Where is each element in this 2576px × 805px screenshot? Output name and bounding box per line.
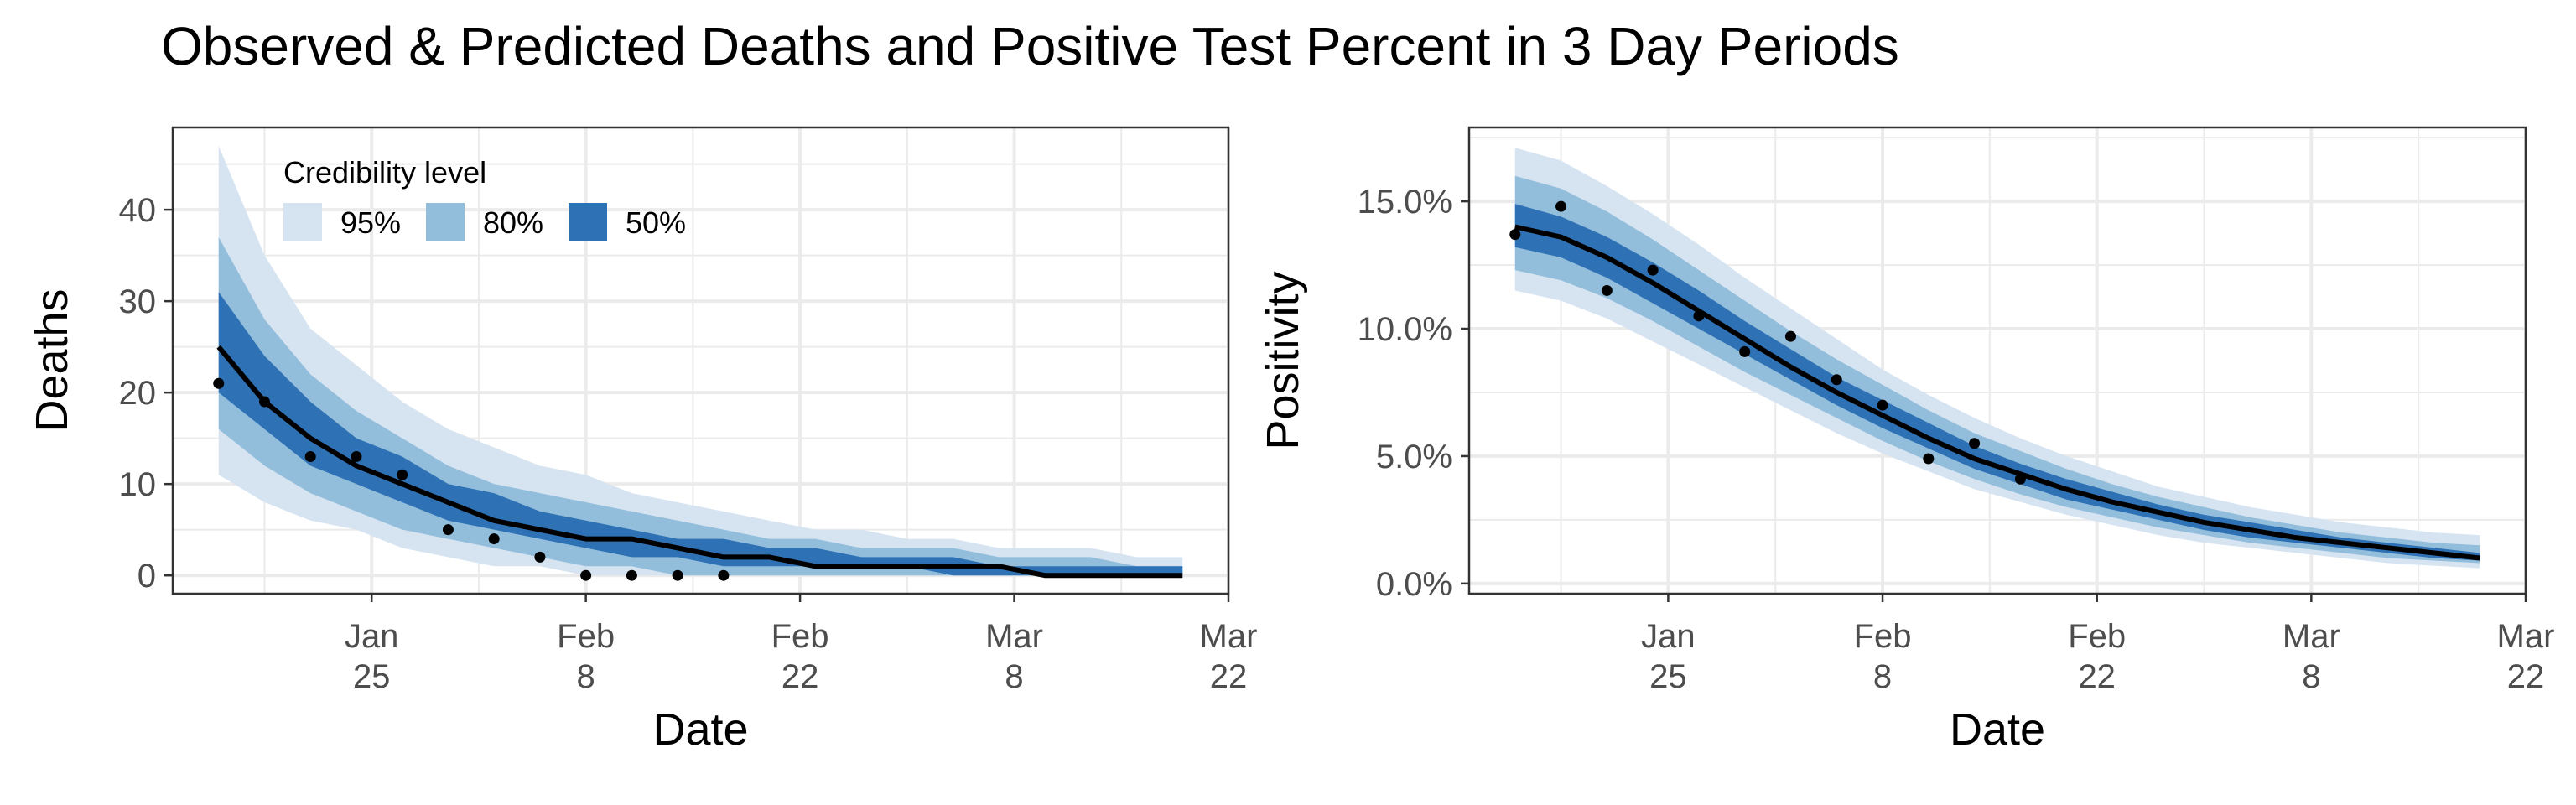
band-95 xyxy=(218,145,1183,576)
x-tick-label: Jan xyxy=(345,618,399,655)
x-tick-label: 8 xyxy=(1873,658,1892,695)
x-tick-label: 22 xyxy=(782,658,819,695)
observed-point xyxy=(1923,453,1935,465)
observed-point xyxy=(1647,264,1659,276)
observed-point xyxy=(1969,438,1981,449)
x-tick-label: Mar xyxy=(2283,618,2340,655)
x-tick-label: 22 xyxy=(1210,658,1248,695)
x-tick-label: 8 xyxy=(577,658,595,695)
median-line xyxy=(1514,224,2480,561)
observed-point xyxy=(1739,345,1751,357)
figure-title: Observed & Predicted Deaths and Positive… xyxy=(161,16,1899,76)
x-tick-label: 25 xyxy=(353,658,391,695)
x-axis-title: Date xyxy=(652,704,748,755)
observed-point xyxy=(1877,399,1888,411)
legend-key-50 xyxy=(569,203,607,242)
y-axis-title: Positivity xyxy=(1258,271,1308,449)
observed-point xyxy=(672,569,683,581)
y-tick-label: 0 xyxy=(138,558,156,595)
observed-point xyxy=(213,377,225,389)
observed-point xyxy=(1601,284,1613,296)
legend-key-80 xyxy=(426,203,465,242)
x-tick-label: Feb xyxy=(2068,618,2126,655)
observed-point xyxy=(1831,374,1842,386)
observed-point xyxy=(397,469,408,480)
band-80 xyxy=(1514,175,2480,564)
legend-label: 80% xyxy=(483,205,543,240)
legend: Credibility level 95% 80% 50% xyxy=(283,155,686,242)
observed-point xyxy=(1784,330,1796,342)
x-tick-label: 22 xyxy=(2507,658,2545,695)
observed-point xyxy=(626,569,637,581)
x-axis-title: Date xyxy=(1950,704,2045,755)
observed-point xyxy=(442,524,454,536)
panel-background xyxy=(1469,127,2526,594)
observed-point xyxy=(1693,310,1705,322)
y-tick-label: 5.0% xyxy=(1376,439,1452,475)
x-tick-label: Jan xyxy=(1641,618,1696,655)
y-tick-label: 15.0% xyxy=(1358,184,1452,221)
observed-point xyxy=(1509,229,1521,241)
observed-point xyxy=(351,450,362,462)
x-tick-label: Feb xyxy=(771,618,829,655)
x-tick-label: 8 xyxy=(1005,658,1023,695)
observed-point xyxy=(304,450,316,462)
median-line xyxy=(216,345,1183,579)
x-tick-label: 8 xyxy=(2302,658,2320,695)
legend-title: Credibility level xyxy=(283,155,486,190)
observed-point xyxy=(718,569,730,581)
observed-point xyxy=(580,569,592,581)
y-tick-label: 10.0% xyxy=(1358,311,1452,348)
panel-border xyxy=(1467,126,2527,595)
x-tick-label: Mar xyxy=(1200,618,1258,655)
x-tick-label: Mar xyxy=(2497,618,2555,655)
chart-panel-1: 010203040Jan25Feb8Feb22Mar8Mar22DateDeat… xyxy=(27,126,1258,755)
x-tick-label: Mar xyxy=(985,618,1043,655)
chart-panel-2: 0.0%5.0%10.0%15.0%Jan25Feb8Feb22Mar8Mar2… xyxy=(1258,126,2555,755)
x-tick-label: Feb xyxy=(557,618,615,655)
observed-point xyxy=(258,396,270,408)
x-tick-label: 25 xyxy=(1649,658,1687,695)
y-tick-label: 40 xyxy=(119,192,157,229)
y-tick-label: 0.0% xyxy=(1376,566,1452,603)
observed-point xyxy=(1555,200,1567,212)
observed-point xyxy=(534,551,546,563)
y-tick-label: 30 xyxy=(119,283,157,320)
panel-border xyxy=(171,126,1230,595)
x-tick-label: Feb xyxy=(1854,618,1912,655)
y-axis-title: Deaths xyxy=(27,288,77,432)
legend-key-95 xyxy=(283,203,322,242)
legend-label: 50% xyxy=(626,205,686,240)
y-tick-label: 20 xyxy=(119,375,157,412)
observed-point xyxy=(2014,473,2026,485)
x-tick-label: 22 xyxy=(2078,658,2116,695)
observed-point xyxy=(488,533,500,545)
legend-label: 95% xyxy=(340,205,401,240)
y-tick-label: 10 xyxy=(119,466,157,503)
